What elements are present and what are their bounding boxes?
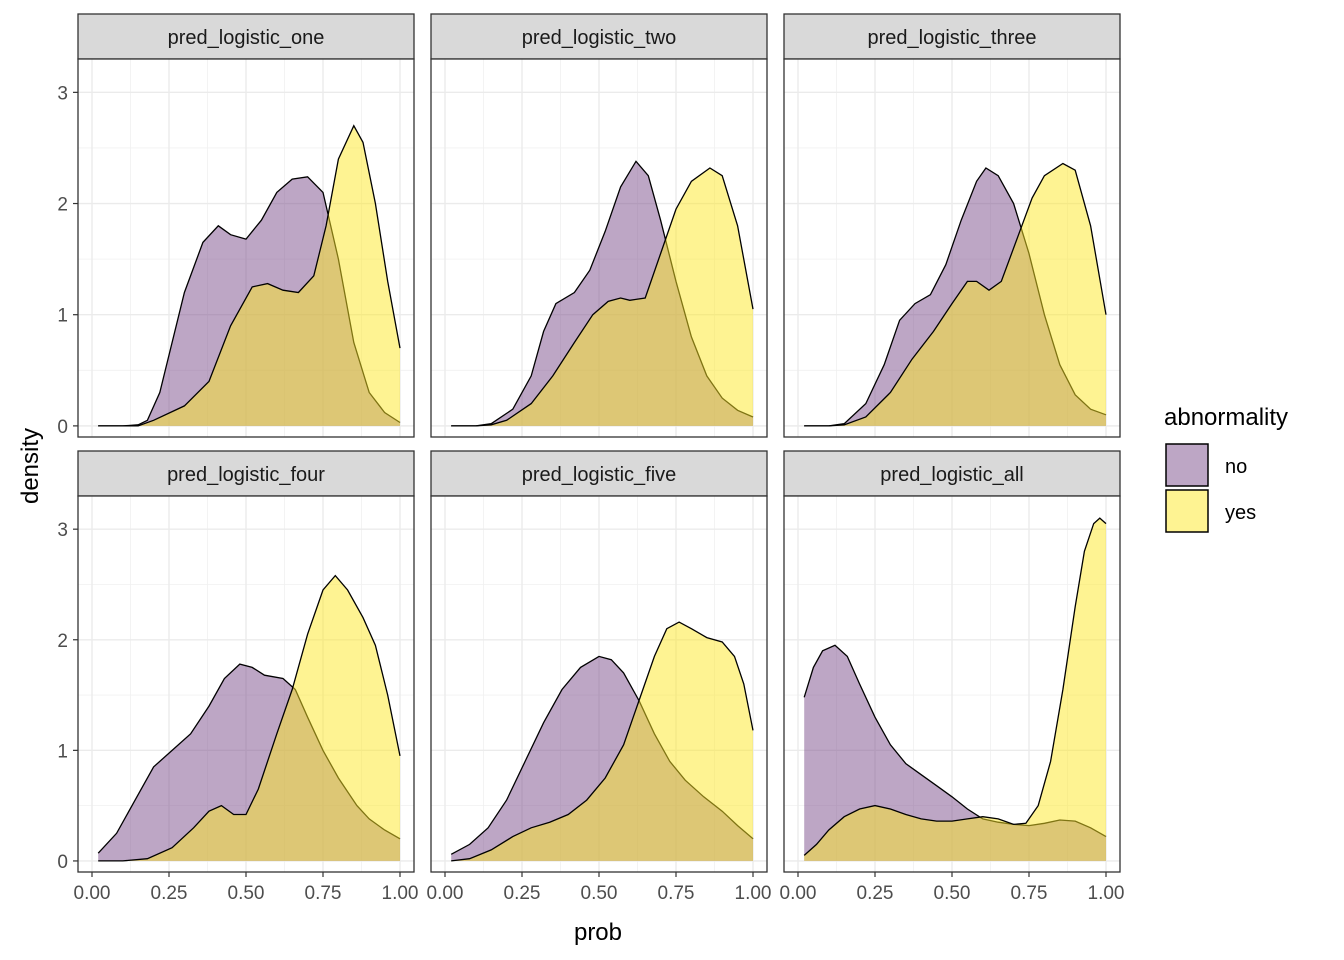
legend-key-no <box>1165 443 1209 487</box>
x-tick-label: 0.25 <box>151 883 188 904</box>
facet-strip <box>783 13 1121 60</box>
y-axis-title: density <box>17 428 44 504</box>
y-tick-label: 1 <box>57 306 68 327</box>
panel-border <box>783 58 1121 438</box>
axis-titles: prob density <box>17 428 622 946</box>
density-area-yes <box>451 622 753 861</box>
facet-strip <box>77 450 415 497</box>
density-line-yes <box>804 162 1107 427</box>
x-tick-label: 0.00 <box>427 883 464 904</box>
panel-border <box>430 58 768 438</box>
x-tick-label: 0.75 <box>658 883 695 904</box>
facet-strip <box>77 13 415 60</box>
y-tick-label: 2 <box>57 631 68 652</box>
x-tick-label: 1.00 <box>735 883 772 904</box>
x-tick-label: 0.25 <box>857 883 894 904</box>
y-tick-label: 3 <box>57 83 68 104</box>
x-tick-label: 0.50 <box>934 883 971 904</box>
density-line-yes <box>451 621 754 862</box>
x-axis-title: prob <box>574 919 622 946</box>
x-tick-label: 1.00 <box>382 883 419 904</box>
density-line-yes <box>98 574 401 862</box>
facet-panel: pred_logistic_one 0 1 2 3 <box>57 13 415 438</box>
y-tick-label: 0 <box>57 417 68 438</box>
facet-panel: pred_logistic_all 0.00 0.25 0.50 0.75 1.00 <box>780 450 1125 904</box>
y-tick-label: 3 <box>57 520 68 541</box>
density-line-yes <box>803 517 1107 856</box>
y-tick-label: 0 <box>57 852 68 873</box>
facet-panel: pred_logistic_three <box>783 13 1121 438</box>
facet-title: pred_logistic_three <box>868 27 1037 49</box>
density-line-yes <box>98 124 401 427</box>
y-tick-label: 2 <box>57 195 68 216</box>
x-tick-label: 0.00 <box>74 883 111 904</box>
x-tick-label: 0.50 <box>228 883 265 904</box>
facet-title: pred_logistic_all <box>880 464 1023 486</box>
legend-title: abnormality <box>1164 404 1288 431</box>
facet-panel: pred_logistic_two <box>430 13 768 438</box>
x-tick-label: 0.50 <box>581 883 618 904</box>
facet-panel: pred_logistic_four 0 1 2 3 0.00 0.25 0.50 0.75 1.… <box>57 450 419 904</box>
facet-strip <box>430 450 768 497</box>
density-area-yes <box>804 163 1106 426</box>
density-area-yes <box>98 575 400 861</box>
y-tick-label: 1 <box>57 741 68 762</box>
legend-label-no: no <box>1225 456 1247 478</box>
facet-title: pred_logistic_four <box>167 464 325 486</box>
x-tick-label: 0.25 <box>504 883 541 904</box>
legend-label-yes: yes <box>1225 502 1256 524</box>
x-tick-label: 0.00 <box>780 883 817 904</box>
facet-title: pred_logistic_five <box>522 464 677 486</box>
density-area-yes <box>98 125 400 426</box>
legend-key-yes <box>1165 489 1209 533</box>
density-line-yes <box>451 167 754 427</box>
x-tick-label: 0.75 <box>305 883 342 904</box>
facet-title: pred_logistic_one <box>168 27 325 49</box>
legend: abnormality no yes <box>1164 404 1288 533</box>
x-tick-label: 0.75 <box>1011 883 1048 904</box>
facet-title: pred_logistic_two <box>522 27 677 49</box>
facet-panel: pred_logistic_five 0.00 0.25 0.50 0.75 1.00 <box>427 450 772 904</box>
panel-border <box>77 58 415 438</box>
x-tick-label: 1.00 <box>1088 883 1125 904</box>
density-area-yes <box>804 518 1106 861</box>
density-area-yes <box>451 168 753 426</box>
